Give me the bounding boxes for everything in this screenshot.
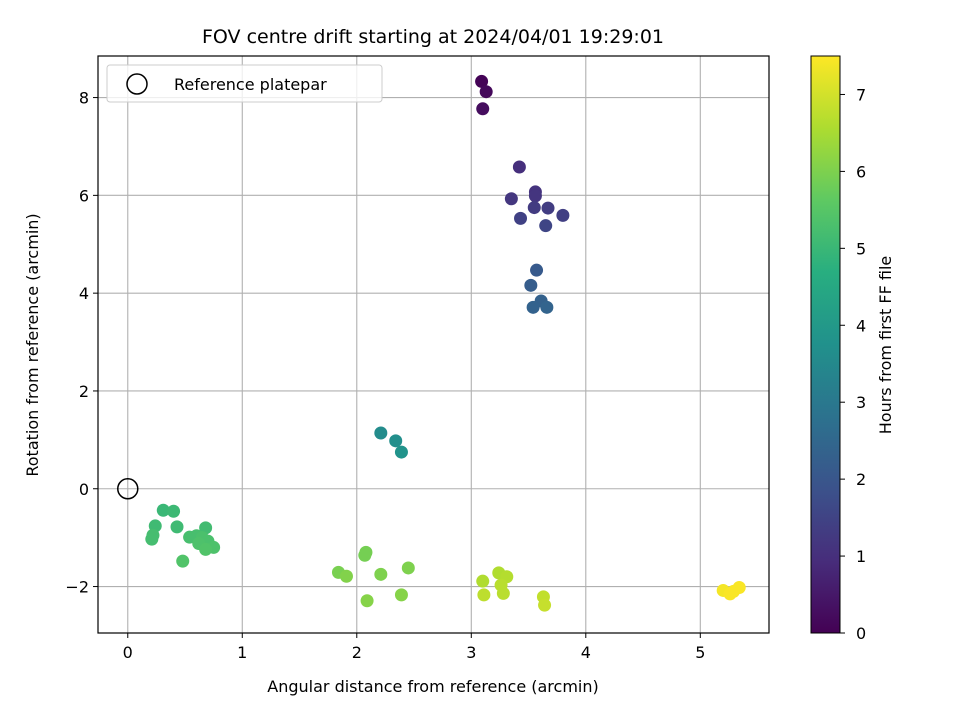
colorbar-tick-label: 4	[856, 316, 866, 335]
colorbar-tick-label: 5	[856, 239, 866, 258]
reference-marker	[117, 478, 139, 500]
y-tick-label: 4	[79, 284, 89, 303]
legend: Reference platepar	[106, 64, 383, 103]
colorbar-gradient	[810, 55, 841, 634]
legend-box	[106, 64, 383, 103]
data-point	[394, 588, 408, 602]
legend-marker-icon	[126, 73, 148, 95]
chart-title: FOV centre drift starting at 2024/04/01 …	[202, 26, 664, 48]
data-point	[176, 554, 190, 568]
colorbar-tick-label: 0	[856, 624, 866, 643]
data-point	[514, 211, 528, 225]
data-point	[477, 588, 491, 602]
data-point	[528, 189, 542, 203]
data-point	[538, 598, 552, 612]
data-point	[358, 548, 372, 562]
y-tick-label: 6	[79, 186, 89, 205]
data-point	[199, 521, 213, 535]
data-point	[374, 567, 388, 581]
x-axis-label: Angular distance from reference (arcmin)	[267, 677, 598, 696]
data-point	[401, 561, 415, 575]
data-point	[539, 219, 553, 233]
data-point	[526, 300, 540, 314]
data-point	[512, 160, 526, 174]
x-tick-label: 5	[695, 643, 705, 662]
x-tick-label: 1	[237, 643, 247, 662]
data-point	[389, 434, 403, 448]
data-point	[530, 263, 544, 277]
data-point	[475, 74, 489, 88]
y-tick-label: −2	[65, 578, 89, 597]
x-tick-label: 3	[466, 643, 476, 662]
data-point	[556, 208, 570, 222]
y-tick-label: 2	[79, 382, 89, 401]
colorbar-tick-label: 7	[856, 85, 866, 104]
data-point	[145, 532, 159, 546]
y-axis-ticks: −2 0 2 4 6 8	[65, 89, 98, 597]
data-point	[476, 102, 490, 116]
data-point	[476, 574, 490, 588]
legend-entry: Reference platepar	[174, 75, 327, 94]
data-point	[540, 300, 554, 314]
x-tick-label: 0	[123, 643, 133, 662]
data-point	[170, 520, 184, 534]
colorbar-ticks: 0 1 2 3 4 5 6 7	[840, 85, 866, 643]
data-point	[524, 278, 538, 292]
plot-frame	[97, 55, 770, 634]
reference-point	[117, 478, 139, 500]
colorbar-tick-label: 3	[856, 393, 866, 412]
colorbar-tick-label: 2	[856, 470, 866, 489]
colorbar-tick-label: 1	[856, 547, 866, 566]
data-point	[394, 445, 408, 459]
data-points	[145, 74, 746, 612]
x-tick-label: 4	[581, 643, 591, 662]
y-axis-label: Rotation from reference (arcmin)	[23, 213, 42, 476]
data-point	[339, 569, 353, 583]
y-tick-label: 8	[79, 89, 89, 108]
data-point	[504, 192, 518, 206]
data-point	[541, 201, 555, 215]
data-point	[479, 85, 493, 99]
data-point	[199, 542, 213, 556]
x-tick-label: 2	[352, 643, 362, 662]
data-point	[496, 586, 510, 600]
data-point	[527, 201, 541, 215]
colorbar: 0 1 2 3 4 5 6 7 Hours from first FF file	[810, 55, 895, 643]
data-point	[723, 587, 737, 601]
data-point	[360, 594, 374, 608]
colorbar-label: Hours from first FF file	[876, 256, 895, 435]
data-point	[374, 426, 388, 440]
colorbar-tick-label: 6	[856, 162, 866, 181]
x-axis-ticks: 0 1 2 3 4 5	[123, 633, 705, 662]
data-point	[156, 503, 170, 517]
y-tick-label: 0	[79, 480, 89, 499]
data-point	[167, 504, 181, 518]
